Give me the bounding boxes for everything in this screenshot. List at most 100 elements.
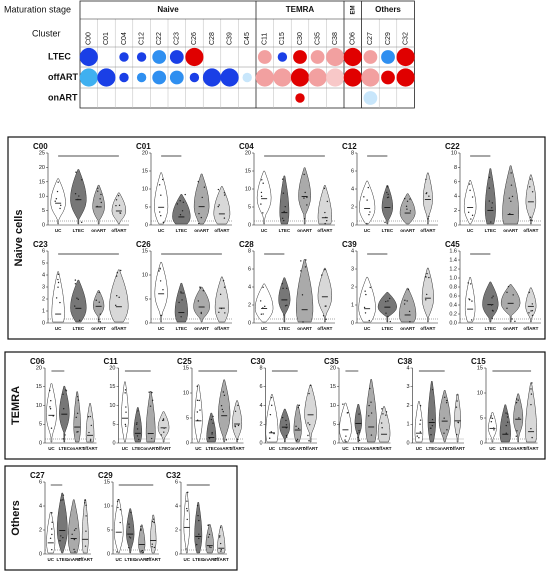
dot — [303, 218, 306, 220]
dot — [160, 215, 162, 217]
dot — [530, 427, 532, 430]
dot — [80, 221, 83, 224]
dot — [64, 434, 66, 436]
dot — [184, 193, 186, 196]
y-tick-label: 10 — [39, 194, 45, 200]
dot — [196, 543, 198, 546]
y-tick-label: 5 — [480, 415, 483, 421]
dot — [284, 305, 287, 307]
violin — [399, 193, 416, 225]
x-tick-label: offART — [377, 446, 392, 451]
dot — [528, 291, 530, 294]
dot — [419, 419, 422, 421]
dot — [262, 286, 264, 289]
dot — [492, 310, 494, 312]
dot — [75, 416, 77, 419]
x-tick-label: LTEC — [279, 326, 291, 331]
y-tick-label: 5 — [145, 296, 148, 302]
y-tick-label: 10 — [330, 403, 336, 409]
x-tick-label: offART — [230, 446, 245, 451]
dot — [302, 321, 304, 323]
x-tick-label: onART — [202, 557, 217, 562]
violin — [358, 276, 376, 323]
dot — [158, 184, 161, 186]
group-label: Naive — [157, 5, 179, 14]
bubble — [381, 50, 395, 64]
bubble — [136, 72, 147, 83]
dot — [160, 434, 162, 436]
x-tick-label: LTEC — [426, 446, 438, 451]
dot — [531, 382, 533, 384]
violin — [463, 180, 477, 225]
x-tick-label: onART — [91, 326, 106, 331]
dot — [505, 432, 507, 434]
dot — [406, 200, 409, 202]
dot — [234, 410, 237, 412]
bubble — [255, 68, 274, 87]
dot — [197, 300, 200, 302]
dot — [51, 512, 53, 514]
cluster-label: C15 — [279, 32, 286, 45]
dot — [269, 413, 272, 416]
dot — [237, 424, 240, 427]
dot — [368, 415, 370, 417]
dot — [286, 304, 288, 306]
y-tick-label: 10 — [183, 390, 189, 396]
dot — [77, 298, 79, 301]
dot — [56, 190, 59, 193]
dot — [176, 203, 179, 205]
x-tick-label: offART — [214, 557, 229, 562]
violin — [214, 276, 229, 323]
violin — [126, 508, 135, 554]
dot — [270, 431, 272, 433]
x-tick-label: onART — [134, 557, 149, 562]
dot — [186, 518, 188, 521]
dot — [408, 310, 411, 313]
dot — [59, 207, 61, 210]
bubble — [343, 68, 362, 87]
y-tick-label: 15 — [330, 384, 336, 390]
dot — [179, 200, 181, 202]
dot — [409, 321, 411, 323]
dot — [84, 499, 86, 502]
dot — [115, 275, 118, 277]
dot — [163, 431, 165, 433]
panel-title: C28 — [239, 240, 254, 249]
violin — [50, 178, 66, 225]
dot — [218, 311, 220, 314]
dot — [424, 276, 427, 278]
dot — [119, 521, 121, 524]
violin — [525, 174, 537, 225]
dot — [369, 387, 371, 390]
bubble — [396, 47, 415, 67]
dot — [285, 419, 287, 422]
panel-title: C11 — [104, 357, 119, 366]
dot — [260, 195, 263, 198]
cluster-label: C39 — [226, 32, 233, 45]
y-tick-label: 10 — [451, 150, 457, 156]
dot — [516, 430, 518, 432]
panel-title: C15 — [471, 357, 486, 366]
dot — [389, 320, 391, 323]
dot — [345, 435, 347, 437]
dot — [140, 550, 142, 552]
dot — [468, 183, 471, 185]
cluster-label: C28 — [209, 32, 216, 45]
dot — [431, 424, 434, 427]
dot — [208, 533, 211, 536]
dot — [96, 205, 98, 208]
y-tick-label: 6 — [39, 479, 42, 485]
y-tick-label: 0 — [145, 222, 148, 228]
y-tick-label: 0 — [406, 440, 409, 446]
violin — [46, 511, 56, 554]
dot — [505, 412, 507, 414]
dot — [89, 415, 92, 418]
dot — [124, 423, 127, 426]
dot — [117, 194, 120, 197]
x-tick-label: onART — [66, 557, 81, 562]
x-tick-label: offART — [111, 326, 126, 331]
dot — [140, 528, 142, 530]
dot — [59, 540, 61, 542]
dot — [271, 404, 273, 407]
dot — [158, 270, 160, 272]
